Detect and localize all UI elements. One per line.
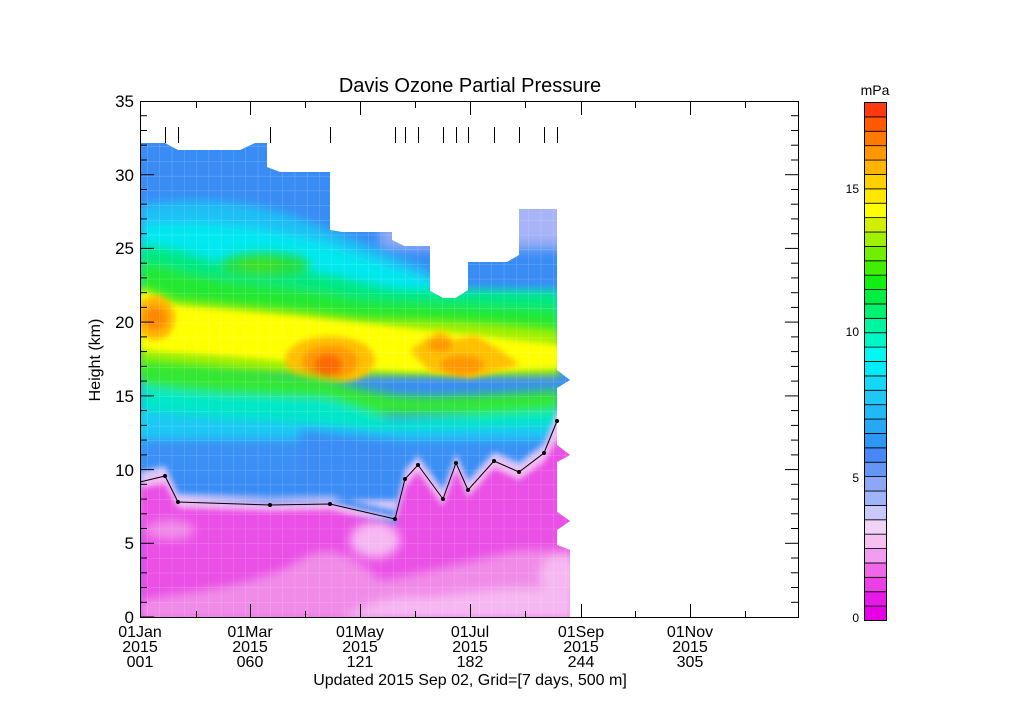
svg-text:2015: 2015 — [122, 639, 158, 656]
colorbar-bin — [864, 576, 887, 593]
colorbar-bin — [864, 130, 887, 147]
y-axis-ticks — [141, 115, 798, 618]
colorbar-bin — [864, 591, 887, 607]
colorbar-bin — [864, 145, 887, 161]
colorbar-tick-15: 15 — [846, 182, 860, 196]
colorbar-bin — [864, 519, 887, 535]
svg-text:10: 10 — [115, 461, 134, 480]
colorbar: mPa 0 5 10 15 — [846, 82, 890, 625]
colorbar-bin — [864, 102, 887, 118]
colorbar-bin — [864, 188, 887, 204]
svg-text:0: 0 — [125, 608, 134, 627]
colorbar-bin — [864, 504, 887, 521]
colorbar-bin — [864, 476, 887, 492]
colorbar-bin — [864, 260, 887, 276]
colorbar-bin — [864, 245, 887, 262]
colorbar-tick-5: 5 — [852, 471, 859, 485]
colorbar-bin — [864, 447, 887, 463]
svg-text:15: 15 — [115, 387, 134, 406]
svg-text:35: 35 — [115, 92, 134, 111]
svg-text:060: 060 — [237, 654, 264, 671]
colorbar-bin — [864, 361, 887, 377]
svg-text:25: 25 — [115, 239, 134, 258]
colorbar-bin — [864, 317, 887, 334]
x-axis-caption: Updated 2015 Sep 02, Grid=[7 days, 500 m… — [313, 672, 627, 689]
svg-text:30: 30 — [115, 166, 134, 185]
x-tick-labels: 01Jan 2015 001 01Mar 2015 060 01May 2015… — [118, 624, 713, 671]
colorbar-bin — [864, 231, 887, 247]
colorbar-bin — [864, 433, 887, 449]
svg-text:121: 121 — [347, 654, 374, 671]
svg-text:01Mar: 01Mar — [227, 624, 273, 641]
colorbar-bin — [864, 303, 887, 319]
colorbar-bin — [864, 375, 887, 391]
colorbar-bin — [864, 332, 887, 348]
colorbar-bin — [864, 418, 887, 434]
y-axis-label: Height (km) — [87, 319, 104, 402]
colorbar-bin — [864, 274, 887, 290]
colorbar-bin — [864, 548, 887, 564]
svg-text:01Nov: 01Nov — [667, 624, 713, 641]
colorbar-bin — [864, 490, 887, 506]
svg-text:244: 244 — [568, 654, 595, 671]
chart-title: Davis Ozone Partial Pressure — [339, 75, 601, 97]
colorbar-bins — [864, 102, 887, 621]
sounding-date-markers — [165, 127, 558, 143]
svg-text:01Jan: 01Jan — [118, 624, 162, 641]
colorbar-bin — [864, 116, 887, 132]
colorbar-bin — [864, 202, 887, 219]
colorbar-bin — [864, 289, 887, 305]
colorbar-bin — [864, 533, 887, 549]
tropopause-line — [139, 419, 559, 521]
colorbar-unit-label: mPa — [861, 82, 890, 98]
svg-text:2015: 2015 — [342, 639, 378, 656]
svg-text:2015: 2015 — [672, 639, 708, 656]
colorbar-bin — [864, 605, 887, 621]
svg-text:2015: 2015 — [452, 639, 488, 656]
svg-text:2015: 2015 — [232, 639, 268, 656]
colorbar-tick-10: 10 — [846, 325, 860, 339]
colorbar-bin — [864, 159, 887, 175]
svg-text:001: 001 — [127, 654, 154, 671]
x-axis-ticks — [196, 102, 746, 617]
colorbar-bin — [864, 562, 887, 578]
svg-text:2015: 2015 — [563, 639, 599, 656]
colorbar-bin — [864, 389, 887, 406]
colorbar-bin — [864, 217, 887, 233]
colorbar-bin — [864, 461, 887, 478]
svg-text:305: 305 — [677, 654, 704, 671]
svg-text:5: 5 — [125, 534, 134, 553]
plot-frame — [140, 101, 799, 618]
colorbar-bin — [864, 346, 887, 362]
svg-text:01Jul: 01Jul — [451, 624, 489, 641]
colorbar-bin — [864, 174, 887, 190]
svg-text:01May: 01May — [336, 624, 384, 641]
svg-text:20: 20 — [115, 313, 134, 332]
colorbar-tick-0: 0 — [852, 611, 859, 625]
contour-field — [140, 143, 570, 617]
y-tick-labels: 0 5 10 15 20 25 30 35 — [115, 92, 134, 627]
colorbar-bin — [864, 404, 887, 420]
svg-text:182: 182 — [457, 654, 484, 671]
svg-text:01Sep: 01Sep — [558, 624, 604, 641]
